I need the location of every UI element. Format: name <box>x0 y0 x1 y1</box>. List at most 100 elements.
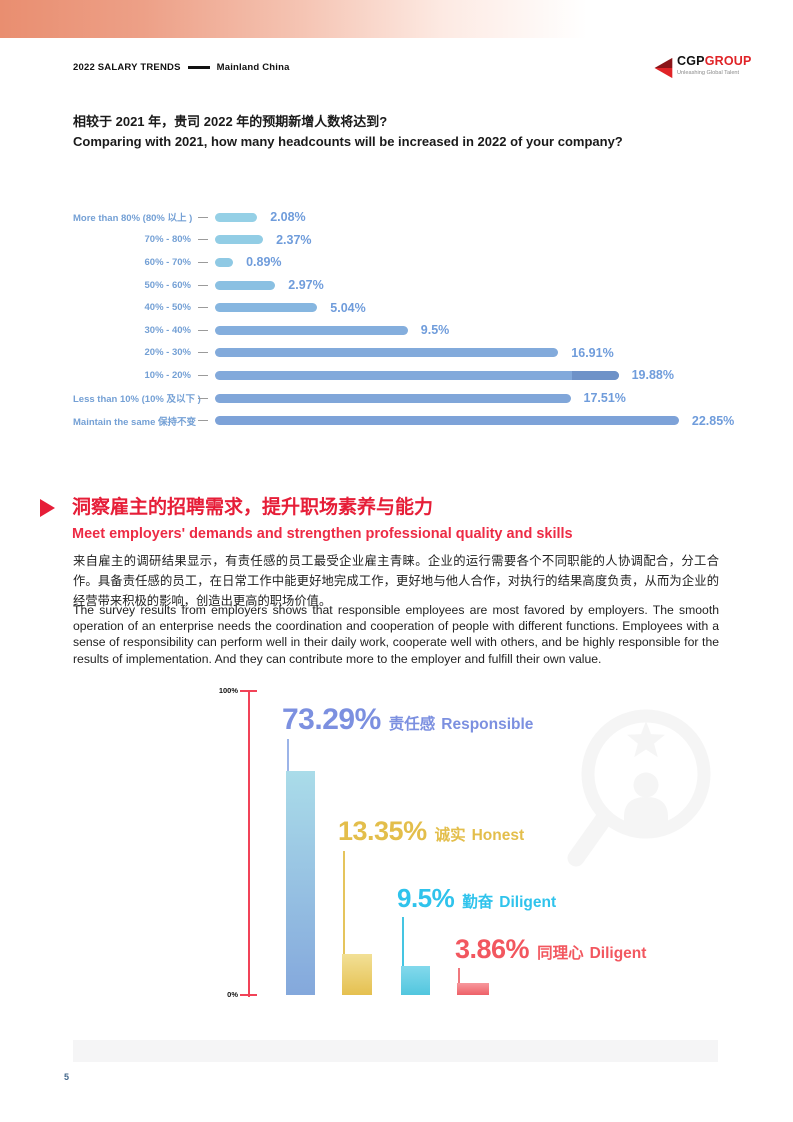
hbar-bar <box>215 235 264 245</box>
hbar-category-label: 20% - 30% <box>144 347 191 359</box>
hbar-value-label: 2.08% <box>270 210 306 225</box>
hbar-row: More than 80% (80% 以上 ) — 2.08% <box>73 206 753 229</box>
hbar-bar <box>215 348 559 358</box>
hbar-value-label: 5.04% <box>330 300 366 315</box>
hbar-row: 20% - 30% — 16.91% <box>73 342 753 365</box>
vbar-value-label: 73.29% <box>282 703 381 736</box>
cgp-logo: CGPGROUP Unleashing Global Talent <box>652 55 752 81</box>
vbar-category-zh: 同理心 <box>537 945 584 962</box>
cgp-logo-text: CGPGROUP Unleashing Global Talent <box>677 55 752 76</box>
hbar-bar <box>215 393 571 403</box>
title-divider-dash <box>187 66 210 69</box>
headcount-increase-bar-chart: More than 80% (80% 以上 ) —2.08% 70% - 80% —2… <box>73 206 753 432</box>
vbar <box>342 954 372 995</box>
vbar-category-zh: 责任感 <box>388 716 436 733</box>
vbar-category-en: Responsible <box>441 716 534 733</box>
logo-tagline: Unleashing Global Talent <box>677 69 740 76</box>
hbar-category-label: 40% - 50% <box>144 302 191 314</box>
hbar-category-label: 50% - 60% <box>144 279 191 291</box>
leader-line <box>401 917 404 967</box>
vbar-value-label: 13.35% <box>338 816 427 846</box>
hbar-row: 30% - 40% — 9.5% <box>73 319 753 342</box>
hbar-highlight-segment <box>571 370 619 380</box>
hbar-category-label: More than 80% (80% 以上 ) <box>73 213 193 225</box>
cgp-logo-mark-icon <box>654 57 673 79</box>
paragraph-en: The survey results from employers shows … <box>73 603 719 666</box>
vbar-category-en: Diligent <box>589 945 647 962</box>
hbar-bar <box>215 303 318 313</box>
footer-strip <box>73 1040 718 1062</box>
logo-cgp-label: CGP <box>677 54 705 68</box>
hbar-row: 60% - 70% — 0.89% <box>73 251 753 274</box>
axis-tick-label: 0% <box>227 990 238 999</box>
report-title-region: Mainland China <box>216 62 290 73</box>
leader-line <box>286 739 289 772</box>
hbar-category-label: Less than 10% (10% 及以下 ) <box>73 394 201 406</box>
section-title-zh: 洞察雇主的招聘需求，提升职场素养与能力 <box>72 497 434 518</box>
vbar-category-zh: 勤奋 <box>462 894 494 911</box>
leader-line <box>342 851 345 955</box>
hbar-category-label: Maintain the same 保持不变 <box>73 416 196 428</box>
hbar-bar <box>215 325 408 335</box>
hbar-value-label: 0.89% <box>246 255 282 270</box>
hbar-tick-dash: — <box>198 234 208 246</box>
question-en: Comparing with 2021, how many headcounts… <box>73 134 623 149</box>
hbar-tick-dash: — <box>198 347 208 359</box>
top-gradient-band <box>0 0 793 38</box>
hbar-value-label: 2.37% <box>276 232 312 247</box>
hbar-tick-dash: — <box>198 415 208 427</box>
vbar-label: 9.5% 勤奋 Diligent <box>397 883 556 914</box>
hbar-row: Maintain the same 保持不变 — 22.85% <box>73 409 753 432</box>
page-number: 5 <box>64 1072 70 1082</box>
report-header: 2022 SALARY TRENDS Mainland China <box>73 62 290 73</box>
hbar-value-label: 16.91% <box>571 345 614 360</box>
hbar-category-label: 60% - 70% <box>144 256 191 268</box>
hbar-tick-dash: — <box>198 279 208 291</box>
vbar-category-en: Honest <box>471 827 525 844</box>
hbar-row: 10% - 20% — 19.88% <box>73 364 753 387</box>
hbar-row: 40% - 50% — 5.04% <box>73 296 753 319</box>
vbar-label: 13.35% 诚实 Honest <box>338 816 524 847</box>
hbar-value-label: 2.97% <box>288 278 324 293</box>
vbar <box>286 771 315 995</box>
hbar-category-label: 30% - 40% <box>144 324 191 336</box>
hbar-bar <box>215 280 276 290</box>
axis-tick-label: 100% <box>218 686 238 695</box>
hbar-bar <box>215 416 679 426</box>
hbar-tick-dash: — <box>198 324 208 336</box>
hbar-row: 70% - 80% — 2.37% <box>73 229 753 252</box>
survey-question: 相较于 2021 年，贵司 2022 年的预期新增人数将达到? Comparin… <box>73 112 733 152</box>
hbar-value-label: 22.85% <box>691 413 735 428</box>
hbar-category-label: 10% - 20% <box>144 369 191 381</box>
hbar-tick-dash: — <box>198 302 208 314</box>
vbar-value-label: 9.5% <box>397 883 455 913</box>
hbar-bar <box>215 212 258 222</box>
section-marker-icon <box>40 499 55 517</box>
hbar-value-label: 19.88% <box>631 368 674 383</box>
axis-tick <box>240 994 257 996</box>
report-title-main: 2022 SALARY TRENDS <box>73 62 181 73</box>
axis-line <box>248 691 250 997</box>
vbar-value-label: 3.86% <box>455 934 530 964</box>
hbar-row: 50% - 60% — 2.97% <box>73 274 753 297</box>
magnifier-watermark-icon <box>567 709 711 867</box>
vbar <box>457 983 489 995</box>
hbar-row: Less than 10% (10% 及以下 ) — 17.51% <box>73 387 753 410</box>
hbar-tick-dash: — <box>198 211 208 223</box>
hbar-bar <box>215 370 619 380</box>
hbar-bar <box>215 257 234 267</box>
vbar-label: 73.29% 责任感 Responsible <box>282 703 533 737</box>
vbar-category-en: Diligent <box>499 894 557 911</box>
logo-group-label: GROUP <box>704 54 752 68</box>
vbar-label: 3.86% 同理心 Diligent <box>455 934 646 965</box>
employee-qualities-bar-chart: 100% 0% 73.29% 责任感 Responsible 13.35% 诚实 Honest… <box>219 683 750 1005</box>
question-zh: 相较于 2021 年，贵司 2022 年的预期新增人数将达到? <box>73 114 388 129</box>
paragraph-zh: 来自雇主的调研结果显示，有责任感的员工最受企业雇主青睐。企业的运行需要各个不同职… <box>73 554 719 608</box>
vbar-category-zh: 诚实 <box>434 827 466 844</box>
hbar-tick-dash: — <box>198 392 208 404</box>
hbar-tick-dash: — <box>198 369 208 381</box>
axis-tick <box>240 690 257 692</box>
hbar-value-label: 17.51% <box>583 391 626 406</box>
vbar <box>401 966 430 995</box>
